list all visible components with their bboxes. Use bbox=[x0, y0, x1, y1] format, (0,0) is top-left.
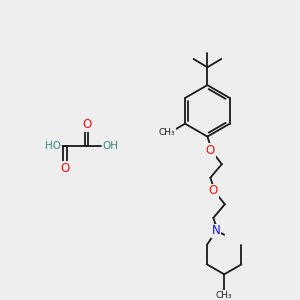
Text: O: O bbox=[82, 118, 91, 131]
Text: O: O bbox=[206, 144, 215, 157]
Text: OH: OH bbox=[103, 142, 118, 152]
Text: HO: HO bbox=[45, 142, 61, 152]
Text: CH₃: CH₃ bbox=[159, 128, 175, 137]
Text: N: N bbox=[212, 224, 221, 237]
Text: O: O bbox=[60, 162, 70, 175]
Text: O: O bbox=[209, 184, 218, 197]
Text: CH₃: CH₃ bbox=[216, 291, 232, 300]
